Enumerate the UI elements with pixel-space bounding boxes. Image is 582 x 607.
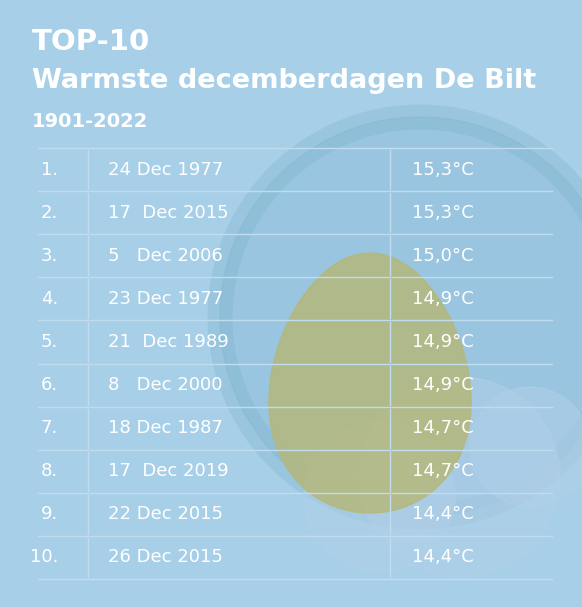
Text: 15,3°C: 15,3°C [412, 160, 474, 178]
Circle shape [470, 387, 582, 507]
Text: 8.: 8. [41, 463, 58, 480]
Text: 4.: 4. [41, 290, 58, 308]
Text: 6.: 6. [41, 376, 58, 394]
Text: 18 Dec 1987: 18 Dec 1987 [108, 419, 223, 437]
Text: 26 Dec 2015: 26 Dec 2015 [108, 549, 223, 566]
Text: 1901-2022: 1901-2022 [32, 112, 148, 131]
Text: 21  Dec 1989: 21 Dec 1989 [108, 333, 229, 351]
Text: 14,9°C: 14,9°C [412, 290, 474, 308]
Text: 14,4°C: 14,4°C [412, 506, 474, 523]
Text: 15,0°C: 15,0°C [412, 247, 474, 265]
Text: TOP-10: TOP-10 [32, 28, 150, 56]
Text: 8   Dec 2000: 8 Dec 2000 [108, 376, 222, 394]
Text: 14,7°C: 14,7°C [412, 419, 474, 437]
Text: 14,9°C: 14,9°C [412, 376, 474, 394]
Text: 1.: 1. [41, 160, 58, 178]
Circle shape [305, 422, 455, 572]
Circle shape [360, 377, 560, 577]
Text: 3.: 3. [41, 247, 58, 265]
Text: 9.: 9. [41, 506, 58, 523]
Text: 14,7°C: 14,7°C [412, 463, 474, 480]
Text: 24 Dec 1977: 24 Dec 1977 [108, 160, 223, 178]
Text: 10.: 10. [30, 549, 58, 566]
Polygon shape [269, 253, 471, 513]
Text: 7.: 7. [41, 419, 58, 437]
Circle shape [220, 117, 582, 517]
Text: 17  Dec 2015: 17 Dec 2015 [108, 204, 229, 222]
Text: 14,4°C: 14,4°C [412, 549, 474, 566]
Text: 22 Dec 2015: 22 Dec 2015 [108, 506, 223, 523]
Text: 15,3°C: 15,3°C [412, 204, 474, 222]
Text: 2.: 2. [41, 204, 58, 222]
Text: 5   Dec 2006: 5 Dec 2006 [108, 247, 223, 265]
Text: 17  Dec 2019: 17 Dec 2019 [108, 463, 229, 480]
Text: 14,9°C: 14,9°C [412, 333, 474, 351]
Text: Warmste decemberdagen De Bilt: Warmste decemberdagen De Bilt [32, 68, 536, 94]
Text: 5.: 5. [41, 333, 58, 351]
Text: 23 Dec 1977: 23 Dec 1977 [108, 290, 223, 308]
